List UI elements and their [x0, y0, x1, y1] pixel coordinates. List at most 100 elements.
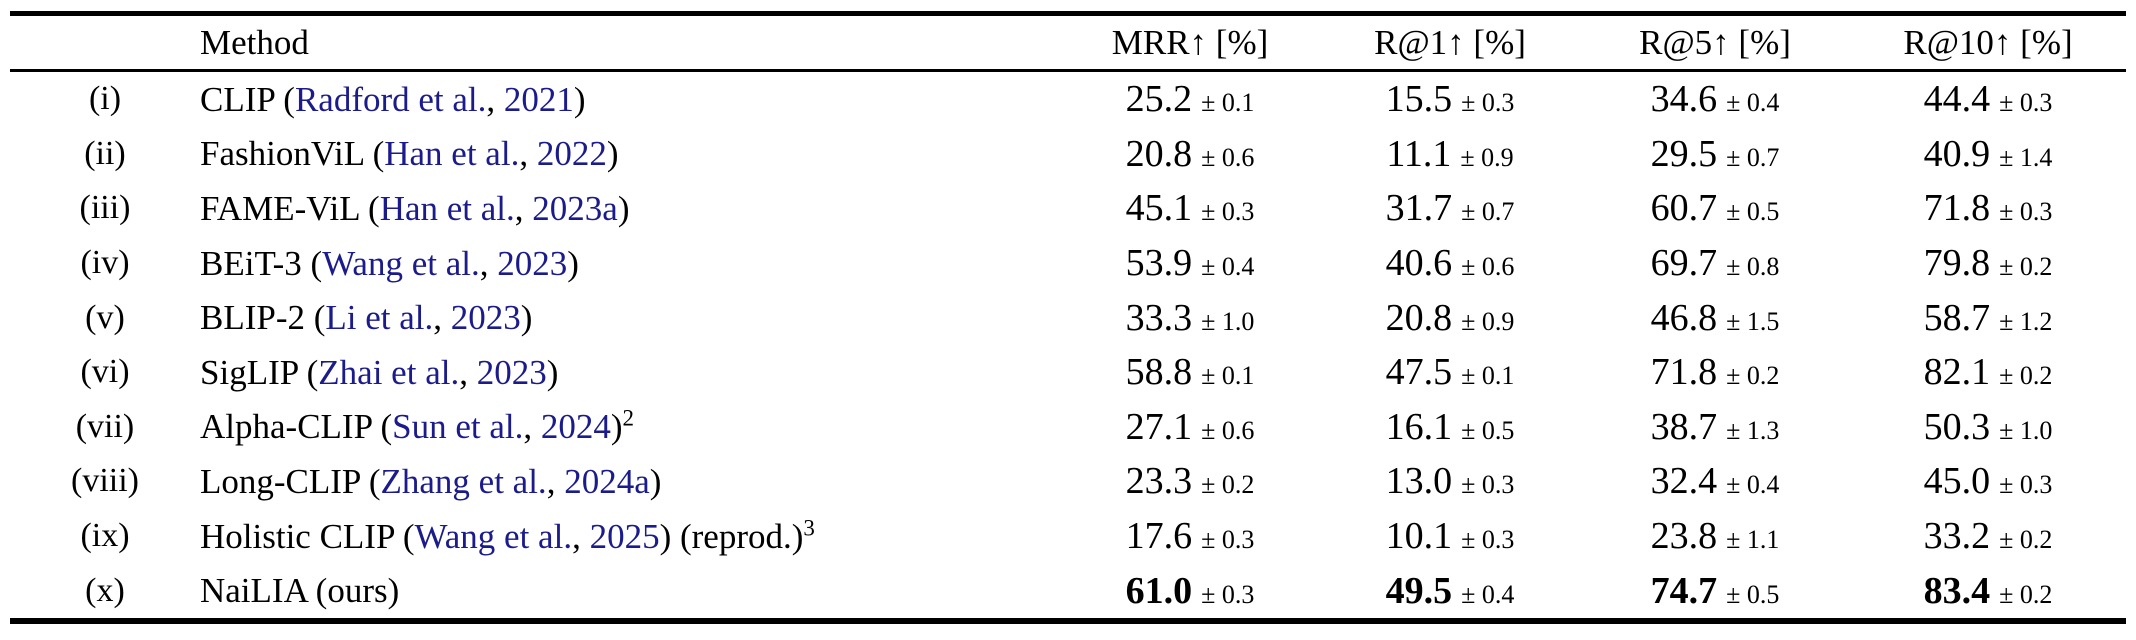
table-row: (iv) BEiT-3 (Wang et al., 2023) 53.9 ± 0.…: [10, 236, 2126, 291]
r1-stddev: ± 0.9: [1460, 142, 1514, 172]
citation-authors-link[interactable]: Radford et al.: [294, 79, 487, 119]
mrr-value: 17.6: [1125, 515, 1193, 558]
citation-year-link[interactable]: 2023: [450, 298, 521, 338]
row-index: (ix): [80, 517, 130, 555]
r5-cell: 71.8 ± 0.2: [1580, 353, 1850, 391]
r10-stddev: ± 1.2: [1999, 306, 2053, 336]
citation-year-link[interactable]: 2024a: [564, 461, 650, 501]
mrr-value: 27.1: [1125, 405, 1193, 448]
r5-stddev: ± 0.4: [1726, 88, 1780, 118]
mrr-cell: 58.8 ± 0.1: [1060, 353, 1320, 391]
r10-value: 79.8: [1923, 242, 1991, 285]
citation-open-paren: (: [394, 516, 415, 556]
citation-close-paren: ): [617, 188, 630, 228]
citation-authors-link[interactable]: Sun et al.: [392, 407, 524, 447]
method-cell: BLIP-2 (Li et al., 2023): [200, 300, 1060, 335]
citation-year-link[interactable]: 2025: [589, 516, 660, 556]
r10-cell: 71.8 ± 0.3: [1850, 189, 2126, 227]
table-body: (i) CLIP (Radford et al., 2021) 25.2 ± 0.…: [10, 72, 2126, 618]
citation-close-paren: ): [573, 79, 586, 119]
method-cell: CLIP (Radford et al., 2021): [200, 82, 1060, 117]
citation-authors-link[interactable]: Wang et al.: [414, 516, 573, 556]
r10-stddev: ± 0.2: [1999, 361, 2053, 391]
method-cell: FAME-ViL (Han et al., 2023a): [200, 191, 1060, 226]
r10-stddev: ± 0.3: [1999, 470, 2053, 500]
table-row: (iii) FAME-ViL (Han et al., 2023a) 45.1 ±…: [10, 181, 2126, 236]
r1-cell: 49.5 ± 0.4: [1320, 572, 1580, 610]
citation-year-link[interactable]: 2023: [476, 352, 547, 392]
row-index: (ii): [84, 134, 126, 172]
table-header-row: Method MRR↑ [%] R@1↑ [%] R@5↑ [%] R@10↑ …: [10, 16, 2126, 69]
r5-value: 46.8: [1650, 296, 1718, 339]
citation-open-paren: (: [274, 79, 295, 119]
r1-cell: 31.7 ± 0.7: [1320, 189, 1580, 227]
r10-stddev: ± 0.2: [1999, 525, 2053, 555]
mrr-stddev: ± 0.6: [1201, 415, 1255, 445]
r1-stddev: ± 0.7: [1461, 197, 1515, 227]
r1-stddev: ± 0.6: [1461, 252, 1515, 282]
mrr-cell: 53.9 ± 0.4: [1060, 244, 1320, 282]
r5-value: 29.5: [1650, 132, 1718, 175]
citation-comma: ,: [514, 188, 533, 228]
citation-year-link[interactable]: 2022: [536, 134, 607, 174]
r5-value: 71.8: [1650, 351, 1718, 394]
mrr-cell: 27.1 ± 0.6: [1060, 408, 1320, 446]
r10-value: 40.9: [1923, 132, 1991, 175]
citation-open-paren: (: [359, 188, 380, 228]
r5-stddev: ± 0.2: [1726, 361, 1780, 391]
method-cell: FashionViL (Han et al., 2022): [200, 136, 1060, 171]
r10-value: 44.4: [1923, 78, 1991, 121]
mrr-value: 53.9: [1125, 242, 1193, 285]
citation-close-paren: ): [520, 298, 533, 338]
citation-year-link[interactable]: 2021: [503, 79, 574, 119]
r10-stddev: ± 1.4: [1999, 142, 2053, 172]
r1-cell: 10.1 ± 0.3: [1320, 517, 1580, 555]
r10-value: 45.0: [1923, 460, 1991, 503]
method-name: NaiLIA (ours): [200, 571, 400, 611]
mrr-stddev: ± 0.4: [1201, 252, 1255, 282]
r5-cell: 38.7 ± 1.3: [1580, 408, 1850, 446]
r10-stddev: ± 0.2: [1999, 579, 2053, 609]
r5-stddev: ± 1.3: [1726, 415, 1780, 445]
r10-stddev: ± 1.0: [1999, 415, 2053, 445]
mrr-cell: 61.0 ± 0.3: [1060, 572, 1320, 610]
r10-cell: 58.7 ± 1.2: [1850, 299, 2126, 337]
mrr-value: 61.0: [1125, 569, 1193, 612]
r1-stddev: ± 0.3: [1461, 525, 1515, 555]
r5-cell: 29.5 ± 0.7: [1580, 135, 1850, 173]
r1-value: 10.1: [1385, 515, 1453, 558]
mrr-stddev: ± 0.1: [1201, 88, 1255, 118]
r10-stddev: ± 0.3: [1999, 88, 2053, 118]
r1-cell: 40.6 ± 0.6: [1320, 244, 1580, 282]
r5-value: 23.8: [1650, 515, 1718, 558]
method-name: Holistic CLIP: [200, 516, 395, 556]
citation-authors-link[interactable]: Li et al.: [325, 298, 434, 338]
r1-stddev: ± 0.3: [1461, 88, 1515, 118]
citation-close-paren: ): [606, 134, 619, 174]
r5-cell: 34.6 ± 0.4: [1580, 80, 1850, 118]
citation-year-link[interactable]: 2024: [540, 407, 611, 447]
citation-authors-link[interactable]: Zhang et al.: [380, 461, 547, 501]
r10-value: 83.4: [1923, 569, 1991, 612]
r5-stddev: ± 0.5: [1726, 197, 1780, 227]
citation-comma: ,: [486, 79, 504, 119]
citation-authors-link[interactable]: Han et al.: [384, 134, 520, 174]
r5-value: 32.4: [1650, 460, 1718, 503]
citation-authors-link[interactable]: Zhai et al.: [318, 352, 460, 392]
mrr-cell: 17.6 ± 0.3: [1060, 517, 1320, 555]
method-cell: Alpha-CLIP (Sun et al., 2024)2: [200, 407, 1060, 447]
r10-value: 58.7: [1923, 296, 1991, 339]
mrr-stddev: ± 0.2: [1201, 470, 1255, 500]
citation-year-link[interactable]: 2023a: [532, 188, 618, 228]
row-index: (x): [85, 571, 125, 609]
r1-stddev: ± 0.3: [1461, 470, 1515, 500]
citation-year-link[interactable]: 2023: [497, 243, 568, 283]
r1-stddev: ± 0.5: [1461, 415, 1515, 445]
row-index: (vi): [80, 353, 130, 391]
r10-cell: 40.9 ± 1.4: [1850, 135, 2126, 173]
citation-authors-link[interactable]: Wang et al.: [322, 243, 480, 283]
method-cell: SigLIP (Zhai et al., 2023): [200, 355, 1060, 390]
citation-authors-link[interactable]: Han et al.: [379, 188, 515, 228]
r1-value: 49.5: [1385, 569, 1453, 612]
row-index: (v): [85, 298, 125, 336]
